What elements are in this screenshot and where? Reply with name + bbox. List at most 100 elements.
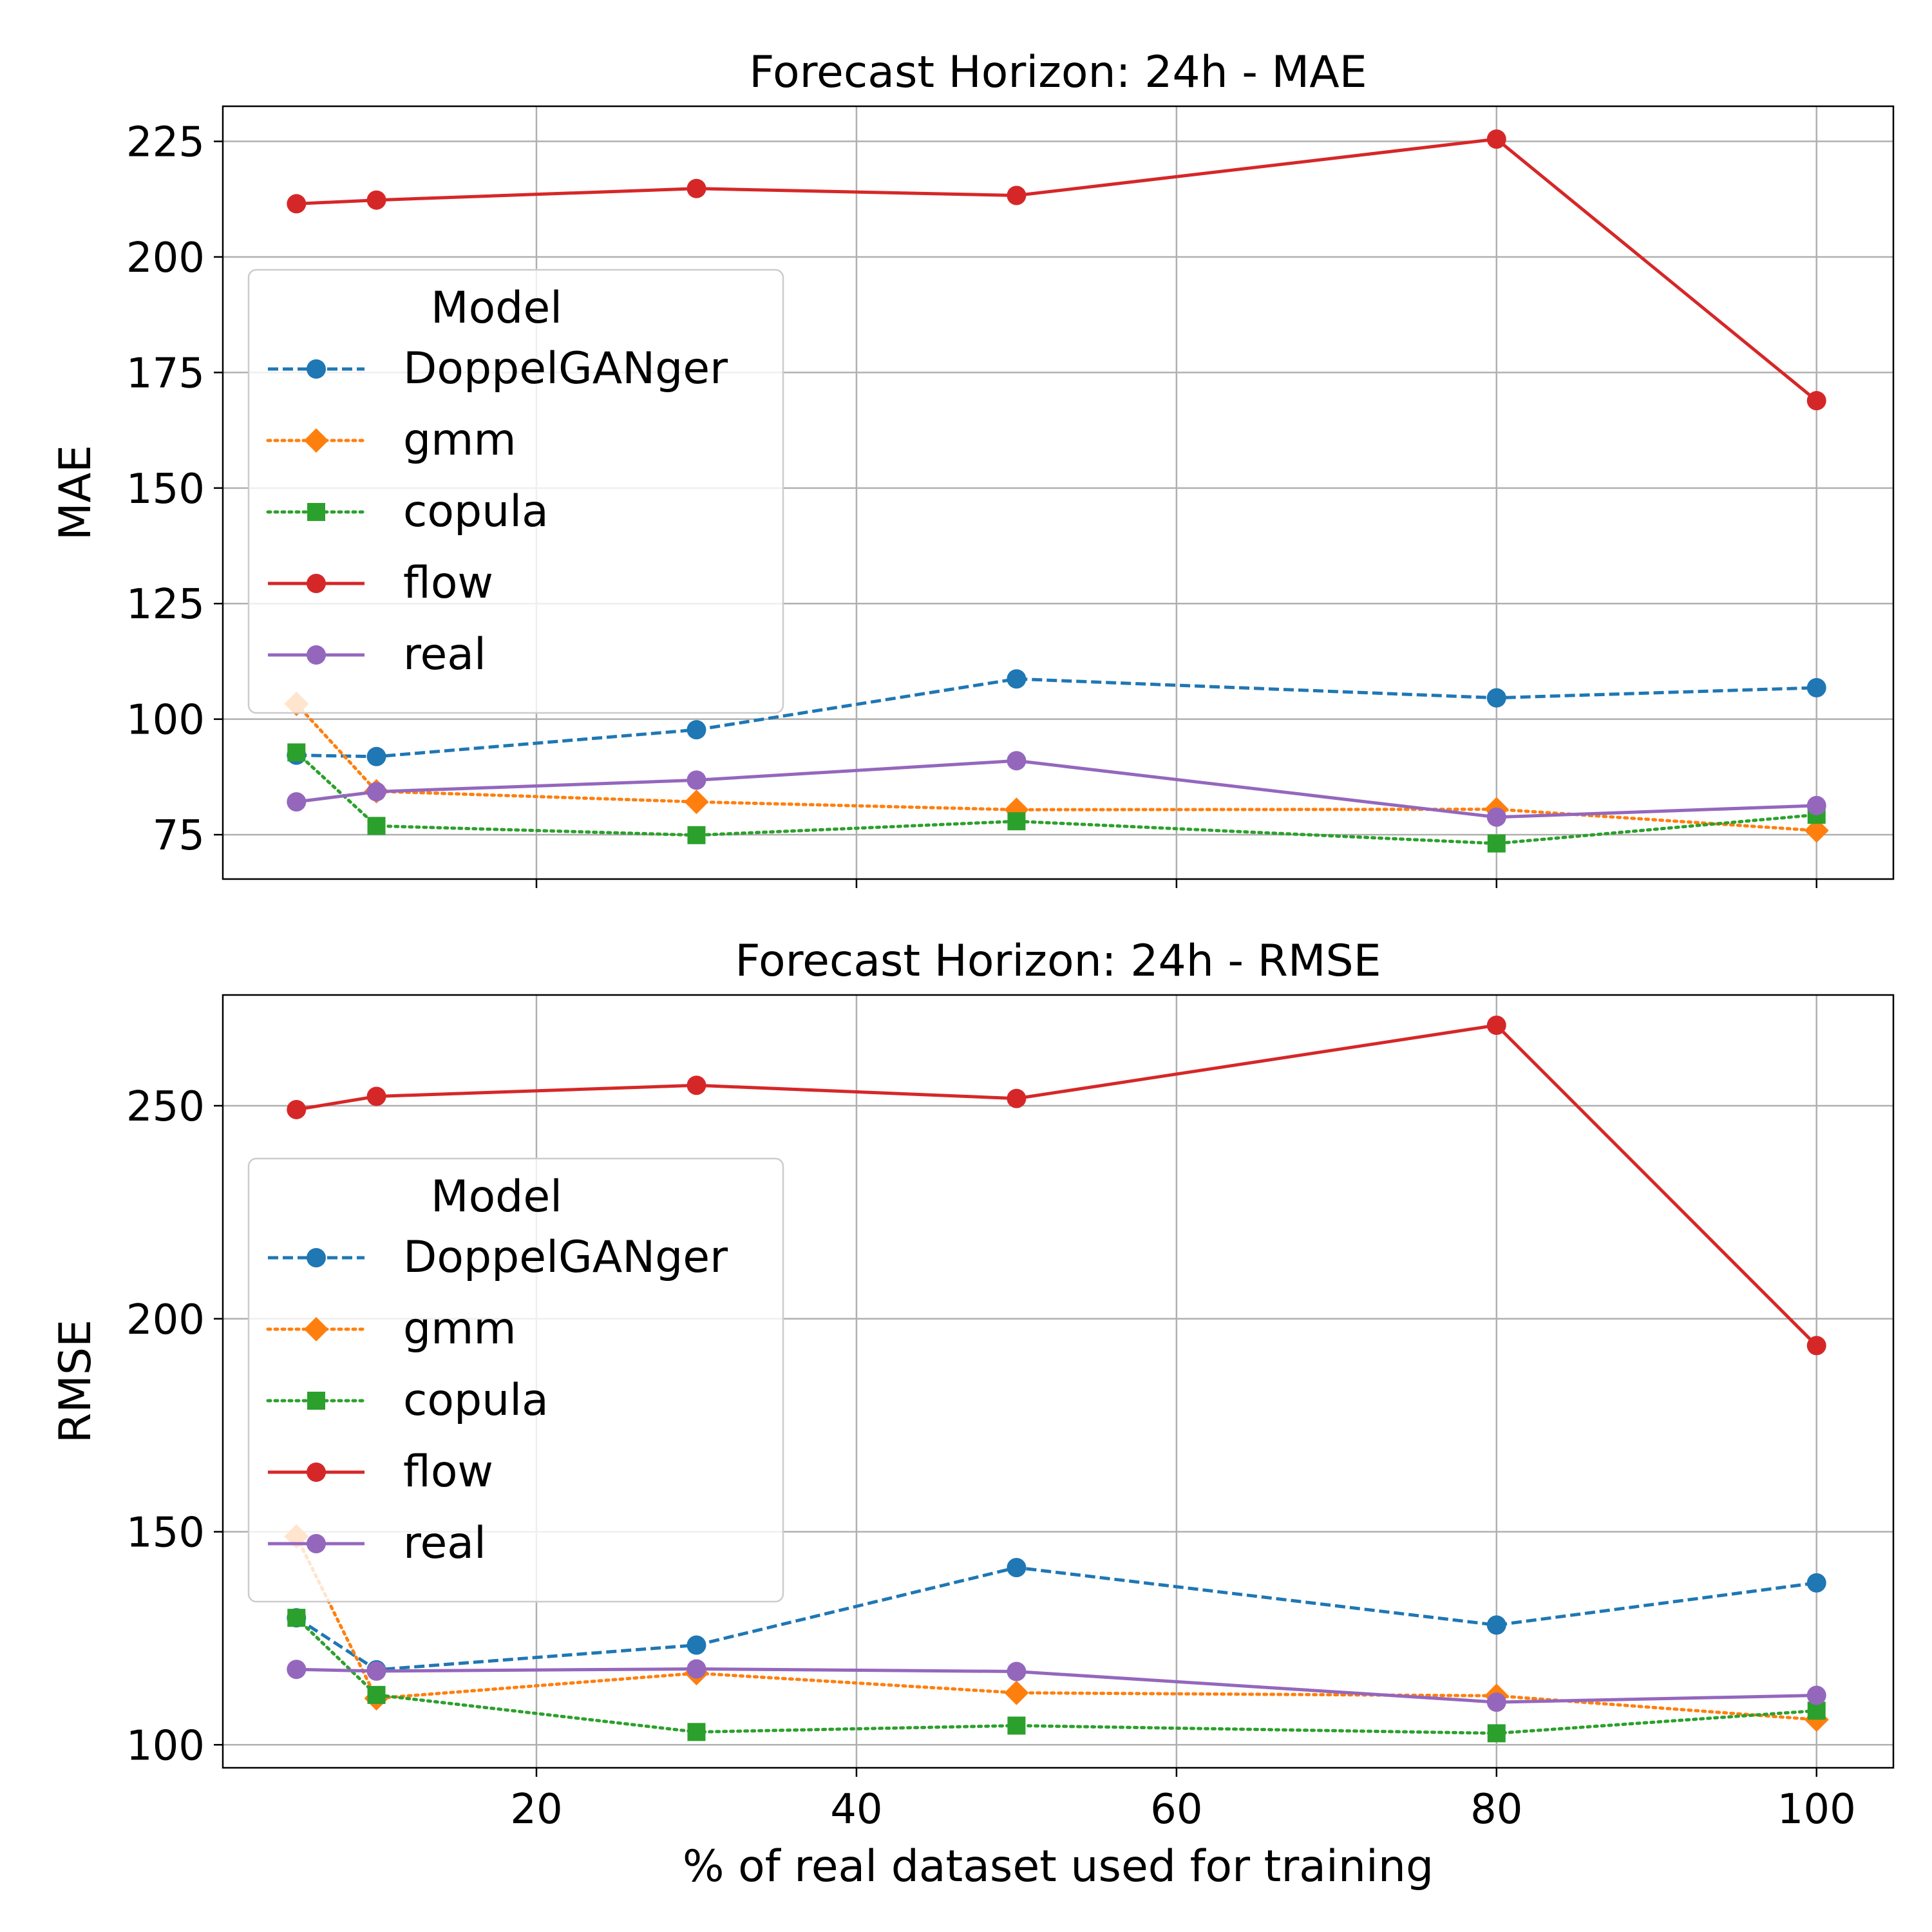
data-point bbox=[1486, 129, 1506, 149]
legend-item-doppelganger: DoppelGANger bbox=[268, 343, 728, 394]
legend-swatch-marker bbox=[304, 428, 328, 453]
data-point bbox=[687, 826, 706, 844]
x-tick-label: 20 bbox=[510, 1786, 562, 1833]
y-tick-label: 200 bbox=[126, 234, 205, 282]
data-point bbox=[687, 720, 706, 740]
data-point bbox=[1806, 1685, 1826, 1705]
data-point bbox=[1007, 1716, 1026, 1735]
x-tick-label: 60 bbox=[1150, 1786, 1202, 1833]
data-point bbox=[366, 782, 386, 802]
legend-swatch-marker bbox=[307, 1392, 325, 1410]
data-point bbox=[1486, 807, 1506, 827]
data-point bbox=[1007, 185, 1027, 205]
data-point bbox=[1007, 1558, 1027, 1578]
x-tick-label: 40 bbox=[830, 1786, 882, 1833]
series-line bbox=[294, 750, 1819, 846]
data-point bbox=[1806, 677, 1826, 697]
chart-title: Forecast Horizon: 24h - RMSE bbox=[735, 936, 1381, 987]
data-point bbox=[287, 743, 306, 762]
legend-swatch-marker bbox=[307, 503, 325, 521]
legend-item-real: real bbox=[268, 629, 486, 680]
data-point bbox=[287, 194, 307, 214]
legend-item-copula: copula bbox=[266, 486, 549, 537]
legend-label: DoppelGANger bbox=[403, 1232, 728, 1283]
data-point bbox=[1007, 1662, 1027, 1681]
data-point bbox=[687, 1635, 706, 1655]
legend-item-gmm: gmm bbox=[266, 1303, 516, 1354]
series-line bbox=[294, 1616, 1819, 1735]
data-point bbox=[1806, 1336, 1826, 1356]
data-point bbox=[1004, 1680, 1029, 1705]
y-axis-label: RMSE bbox=[50, 1320, 101, 1443]
y-tick-label: 150 bbox=[126, 466, 205, 513]
legend-item-doppelganger: DoppelGANger bbox=[268, 1232, 728, 1283]
chart-title: Forecast Horizon: 24h - MAE bbox=[749, 47, 1367, 98]
data-point bbox=[1007, 812, 1026, 831]
x-tick-label: 80 bbox=[1470, 1786, 1522, 1833]
legend-item-gmm: gmm bbox=[266, 415, 516, 466]
data-point bbox=[687, 770, 706, 790]
legend: Model DoppelGANger gmm copula flow real bbox=[247, 269, 784, 714]
data-point bbox=[687, 1075, 706, 1095]
data-point bbox=[287, 1099, 307, 1119]
series-line bbox=[296, 677, 1817, 759]
legend-title: Model bbox=[431, 283, 562, 334]
data-point bbox=[366, 190, 386, 210]
legend-label: gmm bbox=[403, 1303, 516, 1354]
legend-swatch-marker bbox=[307, 645, 326, 665]
series-line bbox=[296, 1667, 1817, 1704]
data-point bbox=[1007, 751, 1027, 771]
legend-swatch-marker bbox=[307, 1248, 326, 1267]
data-point bbox=[367, 817, 386, 835]
data-point bbox=[287, 1660, 307, 1680]
series-line bbox=[294, 702, 1819, 833]
legend-item-flow: flow bbox=[268, 1446, 493, 1497]
data-point bbox=[1806, 1573, 1826, 1593]
rmse-chart: 20 40 60 80 100 100 150 200 250 Forecast Horizon:… bbox=[50, 936, 1895, 1892]
y-tick-label: 150 bbox=[126, 1510, 205, 1557]
legend-label: flow bbox=[403, 1446, 493, 1497]
data-point bbox=[1486, 1615, 1506, 1635]
legend-swatch-marker bbox=[307, 1463, 326, 1482]
data-point bbox=[687, 1659, 706, 1679]
plot-frame bbox=[222, 105, 1895, 880]
y-tick-label: 225 bbox=[126, 119, 205, 167]
legend-label: gmm bbox=[403, 415, 516, 466]
data-point bbox=[1487, 1724, 1506, 1743]
legend-label: copula bbox=[403, 486, 549, 537]
legend-label: copula bbox=[403, 1375, 549, 1426]
data-point bbox=[366, 1661, 386, 1681]
data-point bbox=[1007, 1088, 1027, 1108]
data-point bbox=[687, 1723, 706, 1741]
legend-swatch-marker bbox=[307, 1534, 326, 1553]
y-tick-label: 75 bbox=[153, 812, 205, 860]
series-line bbox=[296, 137, 1818, 402]
legend-label: flow bbox=[403, 558, 493, 609]
data-point bbox=[287, 1609, 306, 1627]
series-line bbox=[296, 1023, 1818, 1347]
data-point bbox=[1486, 1692, 1506, 1712]
y-tick-label: 100 bbox=[126, 697, 205, 744]
legend-label: real bbox=[403, 1518, 486, 1569]
data-point bbox=[366, 746, 386, 766]
y-tick-label: 125 bbox=[126, 581, 205, 629]
x-tick-label: 100 bbox=[1777, 1786, 1856, 1833]
legend-box bbox=[247, 1157, 784, 1603]
legend-box bbox=[247, 269, 784, 714]
data-point bbox=[367, 1685, 386, 1704]
data-point bbox=[1804, 818, 1829, 843]
legend-item-real: real bbox=[268, 1518, 486, 1569]
legend-item-flow: flow bbox=[268, 558, 493, 609]
legend-item-copula: copula bbox=[266, 1375, 549, 1426]
data-point bbox=[1806, 391, 1826, 411]
series-line bbox=[296, 759, 1817, 819]
y-tick-label: 175 bbox=[126, 350, 205, 397]
data-point bbox=[1487, 834, 1506, 853]
y-tick-label: 100 bbox=[126, 1722, 205, 1770]
data-point bbox=[1486, 1015, 1506, 1035]
data-point bbox=[687, 178, 706, 198]
x-axis-label: % of real dataset used for training bbox=[683, 1841, 1434, 1892]
legend-label: DoppelGANger bbox=[403, 343, 728, 394]
data-point bbox=[287, 792, 307, 812]
